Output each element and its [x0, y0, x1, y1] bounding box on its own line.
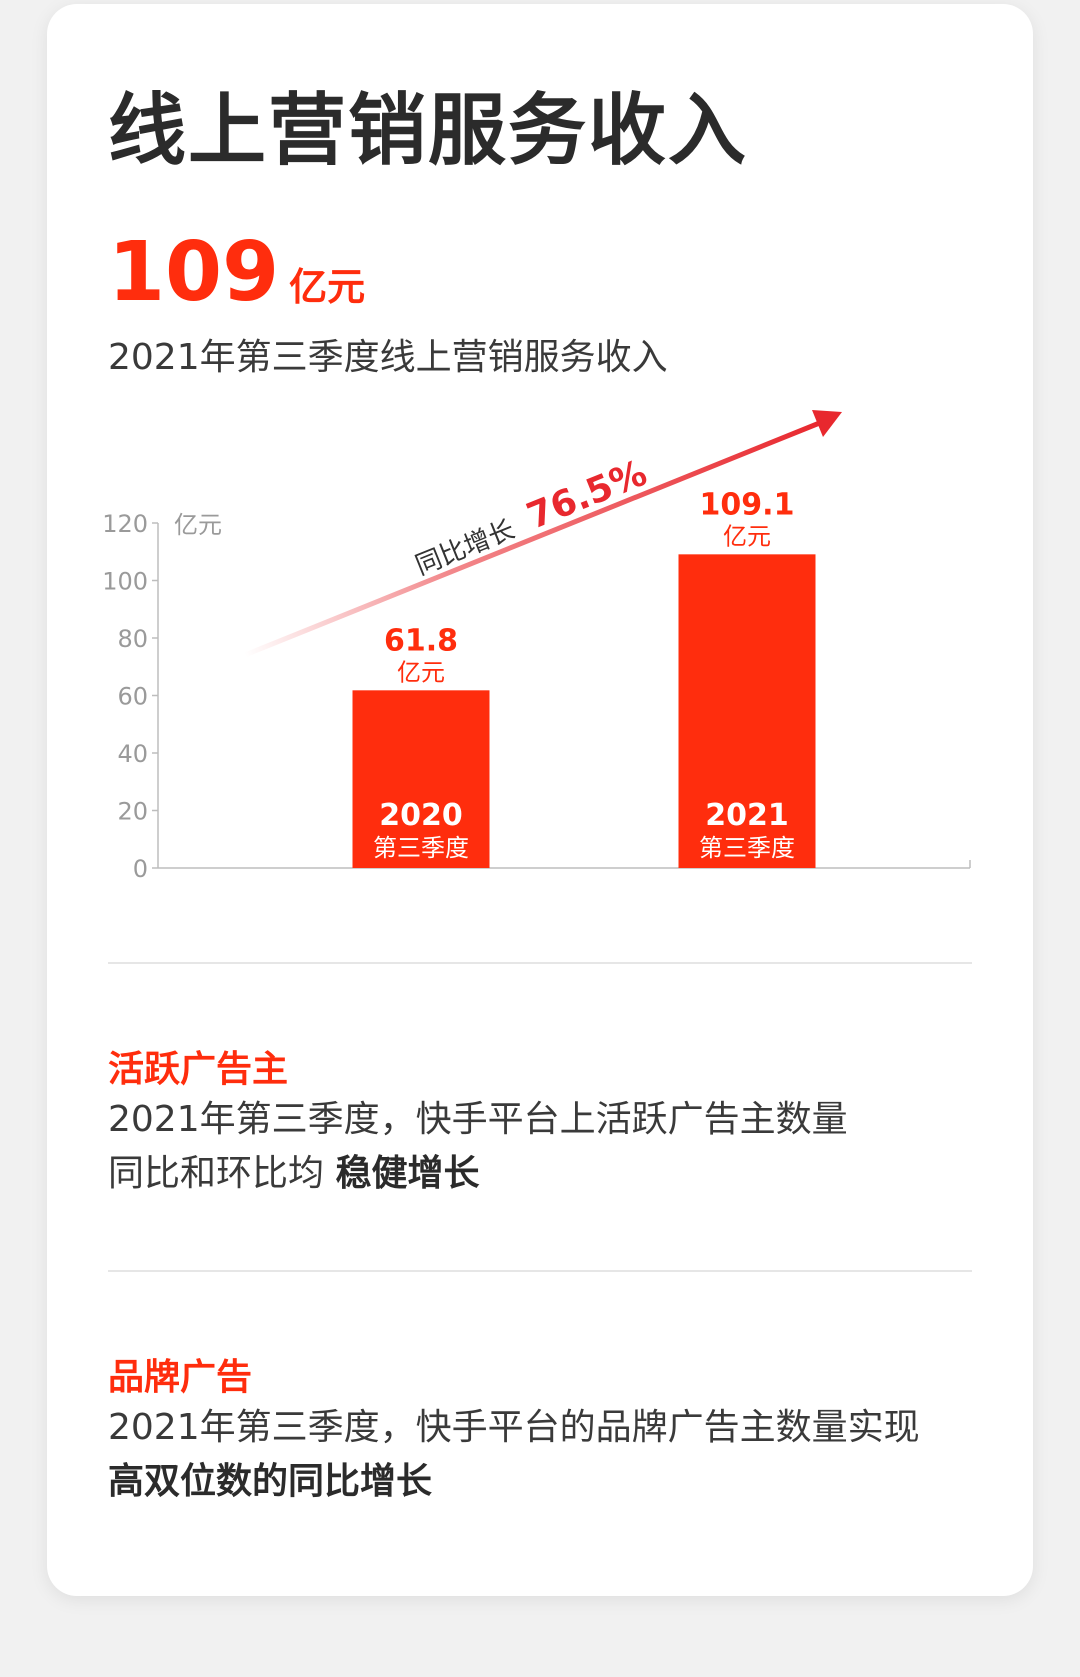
y-tick-label: 60: [117, 683, 148, 711]
axes: [157, 523, 970, 869]
y-unit-label: 亿元: [174, 511, 222, 539]
svg-text:同比增长 76.5%: 同比增长 76.5%: [408, 453, 653, 584]
y-tick-label: 20: [117, 798, 148, 826]
bar-quarter-label: 第三季度: [373, 834, 469, 862]
bar-year-label: 2020: [379, 798, 463, 833]
growth-value: 76.5%: [521, 453, 652, 538]
bar-value-label: 109.1: [700, 487, 795, 522]
growth-arrow-line: [242, 419, 825, 658]
body-line: 2021年第三季度，快手平台的品牌广告主数量实现: [108, 1407, 920, 1448]
y-tick-label: 80: [117, 625, 148, 653]
divider-2: [108, 1270, 972, 1272]
body-emphasis: 高双位数的同比增长: [108, 1461, 433, 1502]
section-heading-brand-ads: 品牌广告: [108, 1357, 253, 1398]
growth-arrow-head: [812, 410, 842, 437]
section-body-active-advertisers: 2021年第三季度，快手平台上活跃广告主数量 同比和环比均 稳健增长: [108, 1093, 978, 1201]
growth-prefix: 同比增长: [411, 515, 519, 582]
bar-year-label: 2021: [705, 798, 789, 833]
y-ticks: 0 20 40 60 80 100 120: [102, 510, 971, 883]
section-heading-active-advertisers: 活跃广告主: [108, 1049, 289, 1090]
bars: [352, 554, 816, 868]
content-card: [47, 4, 1033, 1596]
bar-quarter-label: 第三季度: [699, 834, 795, 862]
y-tick-label: 120: [102, 510, 148, 538]
section-body-brand-ads: 2021年第三季度，快手平台的品牌广告主数量实现 高双位数的同比增长: [108, 1401, 978, 1509]
body-line: 高双位数的同比增长: [108, 1455, 978, 1509]
divider-1: [108, 962, 972, 964]
bar-value-unit: 亿元: [397, 658, 445, 686]
body-line: 同比和环比均 稳健增长: [108, 1153, 480, 1194]
y-tick-label: 100: [102, 568, 148, 596]
body-emphasis: 稳健增长: [335, 1153, 480, 1194]
hero-figure: 109 亿元: [108, 232, 365, 314]
hero-number: 109: [108, 225, 280, 320]
bar-value-label: 61.8: [384, 623, 458, 658]
hero-unit: 亿元: [289, 265, 366, 309]
page-title: 线上营销服务收入: [108, 86, 749, 176]
y-tick-label: 40: [117, 740, 148, 768]
bar-2021: [678, 554, 816, 868]
body-line: 2021年第三季度，快手平台上活跃广告主数量: [108, 1099, 848, 1140]
hero-caption: 2021年第三季度线上营销服务收入: [108, 337, 668, 378]
bar-value-unit: 亿元: [723, 522, 771, 550]
bar-2020: [352, 690, 490, 868]
y-tick-label: 0: [133, 855, 148, 883]
